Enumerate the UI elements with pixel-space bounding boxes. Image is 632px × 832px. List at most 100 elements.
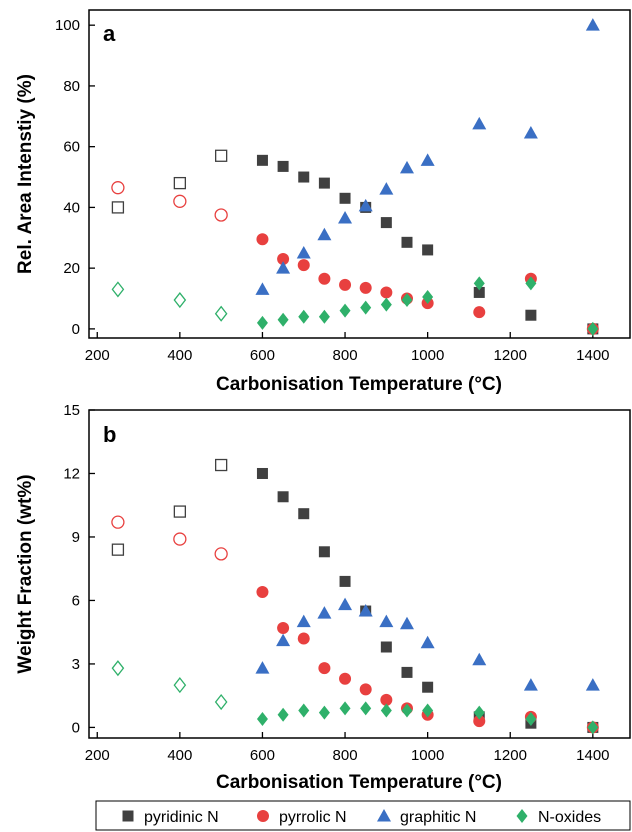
graphitic-n-point <box>255 661 270 674</box>
pyrrolic-n-point <box>277 621 290 634</box>
n-oxides-open-point <box>214 305 228 322</box>
y-axis-label: Rel. Area Intenstiy (%) <box>15 74 36 274</box>
x-tick-label: 1000 <box>411 747 444 764</box>
pyridinic-n-point <box>339 575 351 587</box>
n-oxides-point <box>525 711 537 726</box>
pyrrolic-n-point <box>256 585 269 598</box>
axis-ticks: 200 400 600 800 1000 1200 1400 0 20 40 60 80 100 <box>55 17 610 364</box>
n-oxides-point <box>360 701 372 716</box>
x-axis-label: Carbonisation Temperature (°C) <box>216 772 502 793</box>
n-oxides-point <box>422 290 434 304</box>
pyridinic-n-point <box>401 236 413 248</box>
x-tick-label: 600 <box>250 347 275 364</box>
graphitic-n-point <box>338 211 353 224</box>
pyridinic-n-point <box>298 508 310 520</box>
data-points <box>111 18 600 336</box>
pyridinic-n-point <box>318 546 330 558</box>
x-tick-label: 800 <box>333 747 358 764</box>
n-oxides-open-point <box>173 677 187 694</box>
plot-frame <box>88 9 631 339</box>
pyridinic-n-point <box>298 171 310 183</box>
n-oxides-point <box>277 707 289 722</box>
legend-label-pyridinic-n: pyridinic N <box>144 809 219 826</box>
graphitic-n-point <box>276 633 291 647</box>
pyrrolic-n-open-point <box>111 515 125 529</box>
x-tick-label: 400 <box>167 747 192 764</box>
graphitic-n-point <box>420 635 435 649</box>
pyrrolic-n-point <box>339 672 352 685</box>
legend-label-n-oxides: N-oxides <box>538 809 601 826</box>
legend-marker-pyridinic-n <box>122 810 134 822</box>
pyrrolic-n-open-point <box>214 208 228 222</box>
y-tick-label: 60 <box>63 139 80 156</box>
n-oxides-open-point <box>173 291 187 309</box>
graphitic-n-point <box>523 126 538 139</box>
pyridinic-n-point <box>473 286 485 298</box>
pyridinic-n-point <box>277 491 289 503</box>
pyrrolic-n-point <box>277 253 290 266</box>
graphitic-n-point <box>317 606 332 619</box>
pyrrolic-n-point <box>473 306 486 319</box>
panel-b: b Carbonisation Temperature (°C) Weight … <box>15 402 631 793</box>
x-tick-label: 400 <box>167 347 192 364</box>
pyrrolic-n-point <box>297 632 310 645</box>
n-oxides-point <box>298 703 310 718</box>
data-points <box>111 458 600 735</box>
n-oxides-point <box>401 703 413 718</box>
legend-label-pyrrolic-n: pyrrolic N <box>279 809 347 826</box>
y-axis-label: Weight Fraction (wt%) <box>15 474 36 673</box>
graphitic-n-point <box>472 652 487 666</box>
pyridinic-n-open-point <box>111 543 125 556</box>
graphitic-n-point <box>585 18 600 31</box>
y-tick-label: 12 <box>63 465 80 482</box>
graphitic-n-point <box>358 604 373 617</box>
x-tick-label: 1200 <box>494 347 527 364</box>
pyrrolic-n-point <box>318 272 331 285</box>
graphitic-n-point <box>358 198 373 212</box>
pyrrolic-n-point <box>256 233 269 246</box>
panel-label: a <box>103 21 116 46</box>
n-oxides-open-point <box>214 693 228 711</box>
pyridinic-n-open-point <box>111 201 125 214</box>
legend-frame <box>95 800 631 831</box>
n-oxides-point <box>339 701 351 716</box>
x-tick-label: 200 <box>85 347 110 364</box>
graphitic-n-point <box>379 182 394 195</box>
graphitic-n-point <box>338 597 353 611</box>
n-oxides-open-point <box>111 281 125 298</box>
pyridinic-n-point <box>256 154 268 166</box>
x-tick-label: 200 <box>85 747 110 764</box>
pyrrolic-n-point <box>380 286 393 299</box>
x-tick-label: 1400 <box>576 747 609 764</box>
n-oxides-point <box>360 300 372 315</box>
pyridinic-n-point <box>256 467 268 479</box>
pyrrolic-n-open-point <box>111 181 125 195</box>
n-oxides-point <box>401 293 413 308</box>
legend-marker-graphitic-n <box>377 809 391 822</box>
legend-marker-pyrrolic-n <box>257 810 269 822</box>
y-tick-label: 100 <box>55 17 80 34</box>
plot-frame <box>88 409 631 739</box>
n-oxides-point <box>256 315 268 330</box>
x-tick-label: 1400 <box>576 347 609 364</box>
n-oxides-point <box>587 321 599 336</box>
graphitic-n-point <box>296 614 311 628</box>
y-tick-label: 20 <box>63 260 80 277</box>
x-tick-label: 600 <box>250 747 275 764</box>
n-oxides-point <box>422 703 434 718</box>
n-oxides-point <box>380 297 392 312</box>
n-oxides-point <box>339 303 351 318</box>
pyridinic-n-open-point <box>215 458 228 472</box>
n-oxides-point <box>277 312 289 327</box>
n-oxides-point <box>318 309 330 324</box>
pyrrolic-n-point <box>359 281 372 294</box>
graphitic-n-point <box>523 678 538 691</box>
n-oxides-point <box>256 711 268 726</box>
pyridinic-n-point <box>401 666 413 678</box>
pyrrolic-n-point <box>380 693 393 706</box>
pyrrolic-n-open-point <box>214 547 228 561</box>
n-oxides-open-point <box>111 660 125 677</box>
graphitic-n-point <box>420 153 435 166</box>
legend-label-graphitic-n: graphitic N <box>400 809 476 826</box>
